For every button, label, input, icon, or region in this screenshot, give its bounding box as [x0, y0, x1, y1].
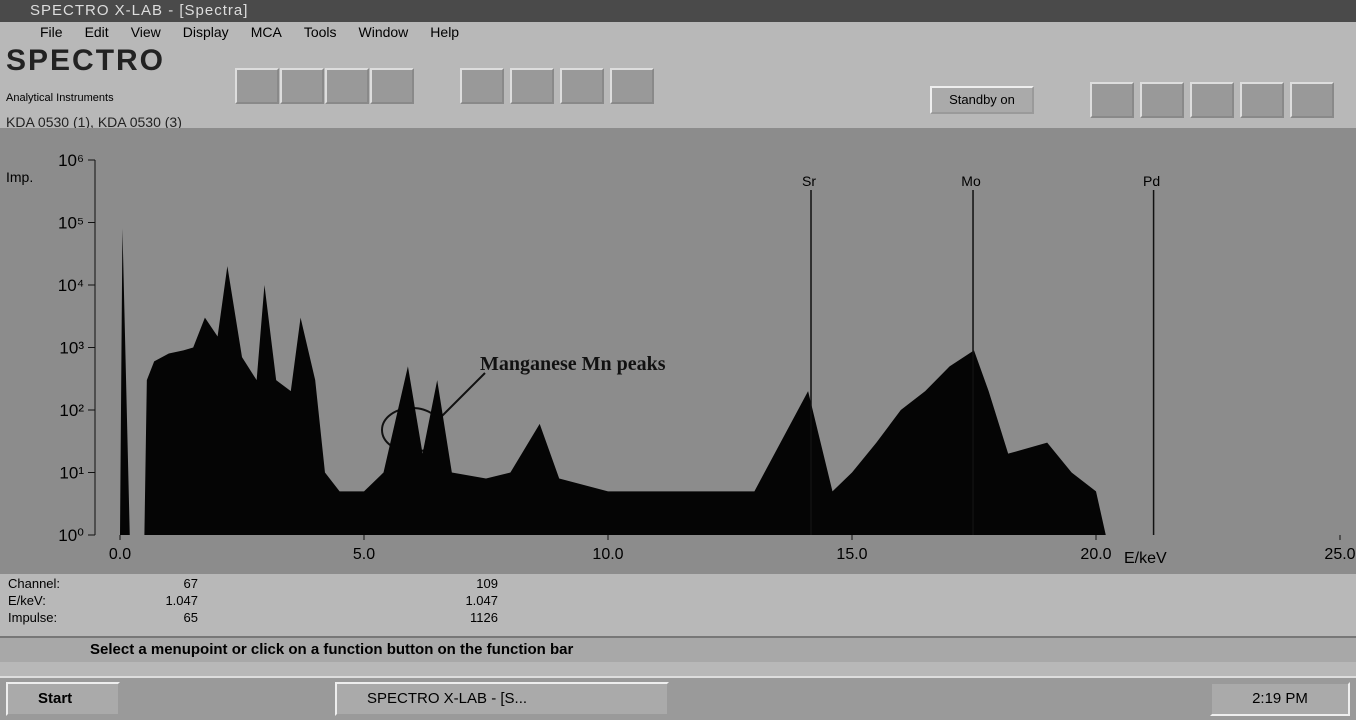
- readout-label: Impulse:: [8, 610, 78, 627]
- readout-label: Channel:: [8, 576, 78, 593]
- tool-button[interactable]: [510, 68, 554, 104]
- menu-item[interactable]: Display: [183, 22, 229, 42]
- x-tick-label: 5.0: [353, 546, 375, 563]
- tool-button[interactable]: [1190, 82, 1234, 118]
- tool-button[interactable]: [560, 68, 604, 104]
- readout-value: 1.047: [78, 593, 198, 610]
- menu-item[interactable]: View: [131, 22, 161, 42]
- taskbar: Start SPECTRO X-LAB - [S... 2:19 PM: [0, 676, 1356, 720]
- x-tick-label: 25.0: [1324, 546, 1355, 563]
- tool-button[interactable]: [460, 68, 504, 104]
- x-axis-label: E/keV: [1124, 550, 1167, 567]
- readout-value: 67: [78, 576, 198, 593]
- readout-label: E/keV:: [8, 593, 78, 610]
- y-tick-label: 10⁶: [58, 151, 84, 170]
- menu-item[interactable]: Tools: [304, 22, 337, 42]
- readout-value: 65: [78, 610, 198, 627]
- y-axis-label: Imp.: [6, 169, 33, 185]
- window-title: SPECTRO X-LAB - [Spectra]: [0, 0, 1356, 22]
- standby-button[interactable]: Standby on: [930, 86, 1034, 114]
- screen: SPECTRO X-LAB - [Spectra] File Edit View Di…: [0, 0, 1356, 718]
- task-button[interactable]: SPECTRO X-LAB - [S...: [335, 682, 669, 716]
- tool-button[interactable]: [1140, 82, 1184, 118]
- readout-value: 1126: [198, 610, 498, 627]
- x-tick-label: 20.0: [1080, 546, 1111, 563]
- tool-button[interactable]: [325, 68, 369, 104]
- y-tick-label: 10¹: [59, 464, 84, 483]
- y-tick-label: 10²: [59, 401, 84, 420]
- menu-item[interactable]: Edit: [85, 22, 109, 42]
- x-tick-label: 0.0: [109, 546, 131, 563]
- tool-button[interactable]: [610, 68, 654, 104]
- tool-button[interactable]: [1240, 82, 1284, 118]
- element-label: Sr: [802, 173, 816, 189]
- menu-item[interactable]: Help: [430, 22, 459, 42]
- tool-button[interactable]: [1090, 82, 1134, 118]
- tool-button[interactable]: [280, 68, 324, 104]
- tool-button[interactable]: [235, 68, 279, 104]
- help-button[interactable]: [1290, 82, 1334, 118]
- element-label: Pd: [1143, 173, 1160, 189]
- menu-bar: File Edit View Display MCA Tools Window Help: [0, 22, 1356, 42]
- y-tick-label: 10⁰: [58, 526, 84, 545]
- start-button[interactable]: Start: [6, 682, 120, 716]
- spectrum-chart: 10⁰ 10¹ 10² 10³ 10⁴ 10⁵ 10⁶ 0.0 5.0 10.0 15.0 20.0 2…: [0, 128, 1356, 574]
- tool-button[interactable]: [370, 68, 414, 104]
- readout-value: 1.047: [198, 593, 498, 610]
- y-tick-label: 10⁵: [58, 214, 84, 233]
- status-bar: Select a menupoint or click on a functio…: [0, 636, 1356, 662]
- logo: SPECTRO: [6, 44, 165, 78]
- x-tick-label: 15.0: [836, 546, 867, 563]
- logo-subtitle: Analytical Instruments: [6, 92, 114, 104]
- x-tick-label: 10.0: [592, 546, 623, 563]
- menu-item[interactable]: File: [40, 22, 63, 42]
- y-tick-label: 10⁴: [58, 276, 84, 295]
- element-label: Mo: [961, 173, 981, 189]
- annotation: Manganese Mn peaks: [480, 353, 666, 375]
- y-tick-label: 10³: [59, 339, 84, 358]
- readout-value: 109: [198, 576, 498, 593]
- menu-item[interactable]: MCA: [251, 22, 282, 42]
- menu-item[interactable]: Window: [359, 22, 409, 42]
- clock: 2:19 PM: [1210, 682, 1350, 716]
